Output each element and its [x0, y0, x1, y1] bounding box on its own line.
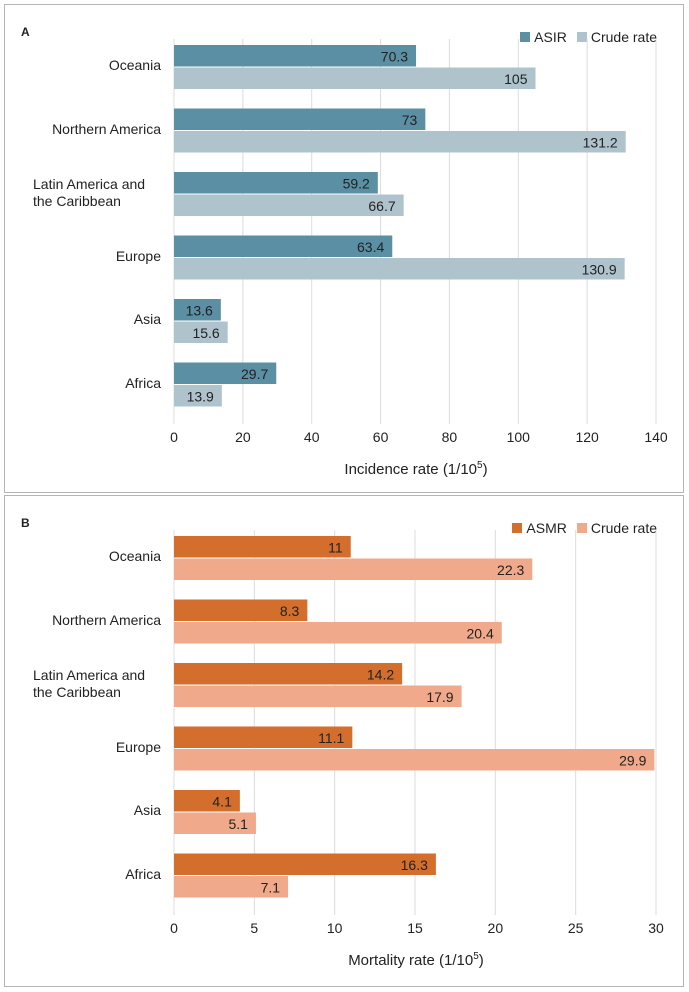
data-label: 20.4: [467, 625, 494, 641]
bar-crude-rate: [174, 749, 655, 771]
x-tick-label: 0: [170, 429, 178, 445]
bar-crude-rate: [174, 194, 404, 216]
bar-asmr: [174, 853, 436, 875]
bar-crude-rate: [174, 622, 502, 644]
chart-b: 0 5 10 15 20 25 30 11 22.3 8.3 20.4 14.2 17.9 11.1 29.…: [170, 530, 664, 936]
bar-crude-rate: [174, 812, 256, 834]
bar-asmr: [174, 790, 240, 812]
legend-label-asmr: ASMR: [526, 520, 567, 536]
data-label: 15.6: [192, 325, 219, 341]
category-label: Asia: [133, 311, 161, 327]
bar-crude-rate: [174, 876, 289, 898]
x-tick-label: 60: [373, 429, 389, 445]
bar-asmr: [174, 599, 308, 621]
bar-crude-rate: [174, 685, 462, 707]
bar-crude-rate: [174, 558, 533, 580]
data-label: 14.2: [367, 666, 394, 682]
x-tick-label: 40: [304, 429, 320, 445]
category-label: Oceania: [108, 57, 161, 73]
data-label: 4.1: [212, 793, 232, 809]
data-label: 7.1: [261, 879, 281, 895]
bar-asir: [174, 45, 417, 67]
data-label: 29.9: [619, 752, 646, 768]
panel-letter: A: [21, 25, 30, 39]
x-tick-label: 20: [235, 429, 251, 445]
bar-asir: [174, 362, 277, 384]
data-label: 11: [328, 539, 343, 555]
legend-swatch-asmr: [512, 523, 523, 533]
x-tick-label: 120: [575, 429, 599, 445]
category-label: Latin America and the Caribbean: [33, 666, 146, 700]
legend-swatch-crude: [576, 32, 587, 42]
chart-a: 0 20 40 60 80 100 120 140 70.3 105 73 131.2 59.2 66.7…: [170, 39, 668, 445]
data-label: 13.6: [186, 302, 213, 318]
data-label: 70.3: [381, 48, 408, 64]
panel-letter: B: [21, 516, 30, 530]
data-label: 66.7: [368, 198, 395, 214]
panel-a: A ASIR Crude rate Oceania Northern Americ…: [4, 4, 684, 493]
data-label: 22.3: [497, 562, 524, 578]
x-tick-label: 100: [507, 429, 531, 445]
x-axis-label: Mortality rate (1/105): [348, 951, 484, 969]
legend-swatch-crude: [576, 523, 587, 533]
bar-asir: [174, 235, 393, 257]
x-tick-label: 80: [442, 429, 458, 445]
data-label: 73: [402, 112, 418, 128]
bar-crude-rate: [174, 385, 222, 407]
category-label: Africa: [125, 374, 161, 391]
legend: ASIR Crude rate: [520, 29, 657, 45]
x-tick-label: 20: [488, 920, 504, 936]
x-tick-label: 10: [327, 920, 343, 936]
category-label: Europe: [115, 738, 161, 755]
data-label: 17.9: [426, 689, 453, 705]
data-label: 13.9: [187, 388, 214, 404]
data-label: 29.7: [241, 366, 268, 382]
legend-label-crude: Crude rate: [590, 29, 657, 45]
x-tick-label: 25: [568, 920, 584, 936]
legend-label-crude: Crude rate: [590, 520, 657, 536]
bar-crude-rate: [174, 131, 626, 153]
bar-crude-rate: [174, 67, 536, 89]
category-label: Europe: [115, 247, 161, 264]
data-label: 131.2: [583, 134, 618, 150]
data-label: 130.9: [582, 261, 617, 277]
x-tick-label: 0: [170, 920, 178, 936]
category-label: Oceania: [108, 548, 161, 564]
x-tick-label: 30: [648, 920, 664, 936]
legend-swatch-asir: [520, 32, 531, 42]
bar-asir: [174, 172, 378, 194]
bar-asmr: [174, 726, 353, 748]
legend-label-asir: ASIR: [534, 29, 567, 45]
bar-crude-rate: [174, 258, 625, 280]
legend: ASMR Crude rate: [512, 520, 657, 536]
data-label: 105: [504, 71, 528, 87]
bar-asir: [174, 108, 426, 130]
x-axis-label: Incidence rate (1/105): [344, 460, 488, 478]
x-tick-label: 5: [250, 920, 258, 936]
bar-asmr: [174, 536, 351, 558]
category-label: Northern America: [52, 611, 161, 628]
x-tick-label: 15: [407, 920, 423, 936]
bar-asmr: [174, 663, 403, 685]
category-label: Northern America: [52, 120, 161, 137]
data-label: 63.4: [357, 239, 384, 255]
data-label: 5.1: [228, 816, 248, 832]
panel-b: B ASMR Crude rate Oceania Northern Americ…: [4, 495, 684, 987]
data-label: 11.1: [318, 730, 344, 746]
x-tick-label: 140: [644, 429, 668, 445]
category-label: Latin America and the Caribbean: [33, 175, 146, 209]
bar-crude-rate: [174, 321, 228, 343]
bar-asir: [174, 299, 221, 321]
category-label: Africa: [125, 865, 161, 882]
category-label: Asia: [133, 802, 161, 818]
data-label: 8.3: [280, 603, 300, 619]
data-label: 59.2: [343, 175, 370, 191]
data-label: 16.3: [401, 857, 428, 873]
